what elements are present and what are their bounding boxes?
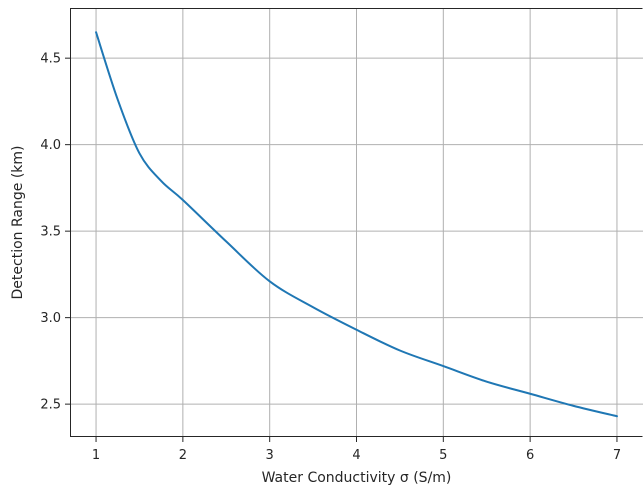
x-tick-label: 6	[526, 448, 534, 463]
axes-spines	[70, 8, 643, 437]
x-tick-label: 1	[92, 448, 100, 463]
y-tick-label: 3.0	[40, 311, 61, 326]
grid	[70, 8, 643, 437]
y-axis-label: Detection Range (km)	[10, 146, 26, 300]
series-layer	[95, 31, 618, 418]
x-tick-label: 2	[179, 448, 187, 463]
ticks: 1 2 3 4 5 6 7 2.5 3.0 3.5 4.0 4.5	[40, 52, 621, 463]
x-tick-label: 5	[439, 448, 447, 463]
x-axis-label: Water Conductivity σ (S/m)	[262, 470, 452, 486]
x-tick-label: 3	[266, 448, 274, 463]
series-line	[95, 31, 618, 418]
x-tick-label: 7	[613, 448, 621, 463]
y-tick-label: 4.5	[40, 52, 61, 67]
x-tick-label: 4	[352, 448, 360, 463]
axes-frame	[70, 8, 643, 437]
y-tick-label: 3.5	[40, 225, 61, 240]
y-tick-label: 4.0	[40, 138, 61, 153]
y-tick-label: 2.5	[40, 398, 61, 413]
